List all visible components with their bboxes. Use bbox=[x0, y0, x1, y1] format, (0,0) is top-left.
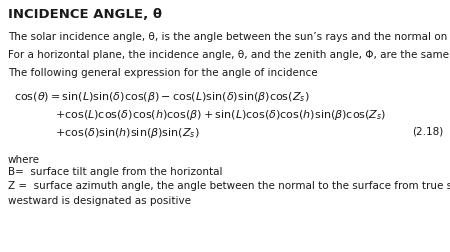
Text: B=  surface tilt angle from the horizontal: B= surface tilt angle from the horizonta… bbox=[8, 166, 222, 176]
Text: $+ \cos(\delta)\sin(h)\sin(\beta)\sin(Z_s)$: $+ \cos(\delta)\sin(h)\sin(\beta)\sin(Z_… bbox=[55, 125, 200, 139]
Text: For a horizontal plane, the incidence angle, θ, and the zenith angle, Φ, are the: For a horizontal plane, the incidence an… bbox=[8, 50, 450, 60]
Text: INCIDENCE ANGLE, θ: INCIDENCE ANGLE, θ bbox=[8, 8, 162, 21]
Text: $+ \cos(L)\cos(\delta)\cos(h)\cos(\beta) + \sin(L)\cos(\delta)\cos(h)\sin(\beta): $+ \cos(L)\cos(\delta)\cos(h)\cos(\beta)… bbox=[55, 108, 387, 121]
Text: The solar incidence angle, θ, is the angle between the sun’s rays and the normal: The solar incidence angle, θ, is the ang… bbox=[8, 32, 450, 42]
Text: westward is designated as positive: westward is designated as positive bbox=[8, 195, 191, 205]
Text: where: where bbox=[8, 154, 40, 164]
Text: $\cos(\theta) = \sin(L)\sin(\delta)\cos(\beta) - \cos(L)\sin(\delta)\sin(\beta)\: $\cos(\theta) = \sin(L)\sin(\delta)\cos(… bbox=[14, 90, 310, 104]
Text: The following general expression for the angle of incidence: The following general expression for the… bbox=[8, 68, 318, 78]
Text: (2.18): (2.18) bbox=[412, 125, 443, 136]
Text: Z =  surface azimuth angle, the angle between the normal to the surface from tru: Z = surface azimuth angle, the angle bet… bbox=[8, 180, 450, 190]
